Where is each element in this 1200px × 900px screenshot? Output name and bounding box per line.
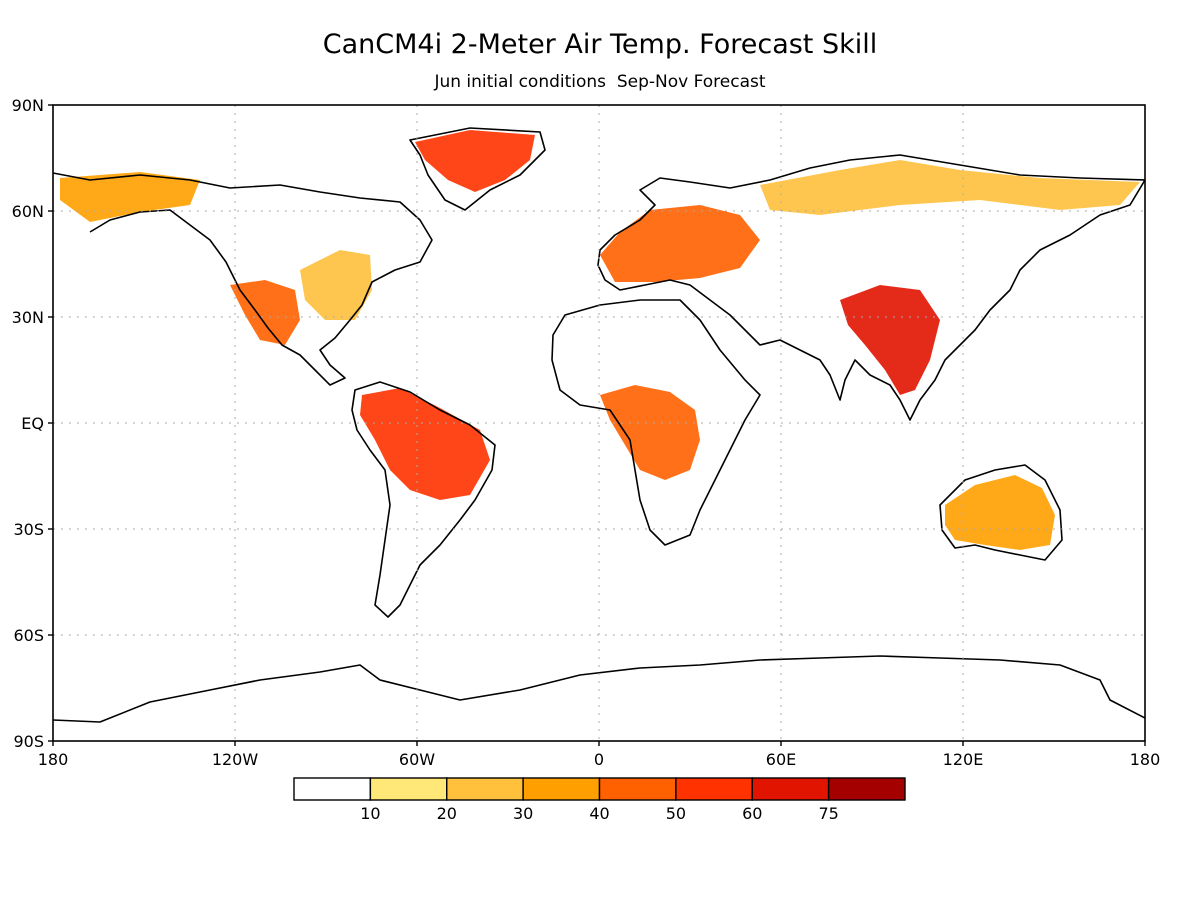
lon-tick-label: 180 <box>38 750 69 769</box>
skill-region-central-africa <box>600 385 700 480</box>
colorbar-label: 50 <box>666 804 686 823</box>
lat-tick-label: 30S <box>13 520 44 539</box>
colorbar-label: 60 <box>742 804 762 823</box>
eurasia-coastline <box>597 154 1146 421</box>
lon-tick-label: 0 <box>594 750 604 769</box>
skill-shading <box>60 130 1140 550</box>
colorbar-label: 75 <box>818 804 838 823</box>
australia-coastline <box>939 464 1063 561</box>
longitude-axis: 180 120W 60W 0 60E 120E 180 <box>38 741 1161 769</box>
coastlines <box>52 127 1146 723</box>
skill-region-siberia <box>760 160 1140 215</box>
skill-region-alaska <box>60 172 200 222</box>
colorbar-swatch <box>446 777 524 801</box>
lat-tick-label: 30N <box>12 308 44 327</box>
lat-tick-label: 90S <box>13 732 44 751</box>
africa-coastline <box>551 299 761 546</box>
colorbar-label: 30 <box>513 804 533 823</box>
skill-region-western-us <box>230 280 300 345</box>
north-america-coastline <box>52 172 433 386</box>
colorbar-swatch <box>598 777 677 801</box>
lon-tick-label: 120E <box>943 750 984 769</box>
colorbar-swatch <box>675 777 753 801</box>
colorbar-label: 20 <box>437 804 457 823</box>
lon-tick-label: 120W <box>212 750 259 769</box>
skill-region-europe <box>600 205 760 282</box>
south-america-coastline <box>351 381 496 618</box>
colorbar-swatch <box>293 777 372 801</box>
colorbar: 10 20 30 40 50 60 75 <box>293 777 906 823</box>
colorbar-swatch <box>522 777 601 801</box>
colorbar-swatch <box>751 777 830 801</box>
lon-tick-label: 180 <box>1130 750 1161 769</box>
skill-region-eastern-us <box>300 250 372 320</box>
colorbar-swatch <box>369 777 448 801</box>
lon-tick-label: 60E <box>766 750 796 769</box>
skill-region-australia <box>945 475 1055 550</box>
colorbar-label: 40 <box>589 804 609 823</box>
skill-region-amazon <box>360 388 490 500</box>
greenland-coastline <box>409 127 546 211</box>
colorbar-label: 10 <box>360 804 380 823</box>
lat-tick-label: 60S <box>13 626 44 645</box>
lat-tick-label: 90N <box>12 96 44 115</box>
map-title: CanCM4i 2-Meter Air Temp. Forecast Skill <box>323 29 878 60</box>
map-subtitle: Jun initial conditions Sep-Nov Forecast <box>433 72 765 92</box>
lon-tick-label: 60W <box>399 750 435 769</box>
gridlines <box>53 105 1145 741</box>
colorbar-swatch <box>827 777 906 801</box>
lat-tick-label: EQ <box>21 414 44 433</box>
lat-tick-label: 60N <box>12 202 44 221</box>
skill-region-china-indochina <box>840 285 940 395</box>
antarctica-coastline <box>52 655 1146 723</box>
skill-region-greenland <box>415 130 535 192</box>
latitude-axis: 90N 60N 30N EQ 30S 60S 90S <box>12 96 53 751</box>
